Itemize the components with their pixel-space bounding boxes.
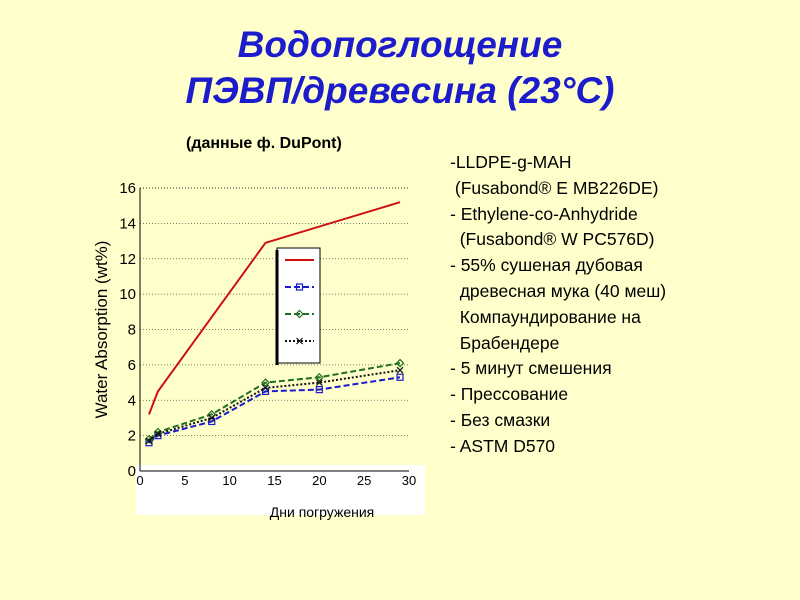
- chart-source-note: (данные ф. DuPont): [186, 135, 342, 152]
- y-tick-label: 4: [128, 392, 136, 409]
- y-tick-label: 16: [119, 180, 136, 197]
- series-line: [148, 201, 401, 415]
- x-axis-label-band: [136, 465, 425, 515]
- conditions-item: - Без смазки: [450, 409, 551, 430]
- y-axis-title: Water Absorption (wt%): [92, 241, 111, 419]
- axes: [139, 187, 409, 472]
- data-point: [315, 379, 323, 386]
- data-point: [262, 384, 269, 392]
- x-axis-title: Дни погружения: [269, 504, 375, 520]
- data-point: [315, 386, 323, 394]
- title-line-1: Водопоглощение: [237, 24, 563, 65]
- conditions-item: - Прессование: [450, 384, 569, 405]
- y-tick-labels: 0 2 4 6 8 10 12 14 16: [119, 180, 136, 480]
- y-tick-label: 2: [128, 428, 136, 445]
- data-point: [295, 283, 304, 291]
- x-tick-label: 30: [402, 473, 416, 488]
- data-point: [314, 372, 324, 382]
- y-tick-label: 6: [128, 357, 136, 374]
- conditions-item: - ASTM D570: [450, 435, 556, 456]
- series-group: [144, 201, 405, 447]
- gridlines: [140, 187, 409, 437]
- data-point: [395, 358, 405, 368]
- y-tick-label: 8: [128, 322, 136, 339]
- series-line: [148, 376, 401, 444]
- data-point: [396, 373, 404, 381]
- x-tick-labels: 0 5 10 15 20 25 30: [136, 473, 416, 488]
- conditions-item: (Fusabond® W PC576D): [450, 229, 655, 250]
- x-tick-label: 25: [357, 473, 371, 488]
- data-point: [296, 337, 303, 345]
- legend: [275, 247, 321, 365]
- data-point: [154, 430, 162, 438]
- data-point: [208, 414, 216, 422]
- data-point: [396, 366, 404, 374]
- conditions-item: Компаундирование на: [450, 306, 641, 327]
- y-tick-label: 10: [119, 286, 136, 303]
- y-tick-label: 14: [119, 215, 136, 232]
- x-tick-label: 0: [136, 473, 143, 488]
- data-point: [145, 437, 153, 445]
- conditions-item: -LLDPE-g-MAH: [450, 152, 572, 172]
- data-point: [261, 378, 270, 387]
- legend-box: [276, 247, 321, 364]
- conditions-item: - 5 минут смешения: [450, 358, 612, 379]
- conditions-item: (Fusabond® E MB226DE): [450, 177, 659, 198]
- conditions-item: - 55% сушеная дубовая: [450, 255, 643, 276]
- conditions-item: Брабендере: [450, 332, 560, 353]
- x-tick-label: 10: [222, 473, 236, 488]
- data-point: [295, 309, 304, 319]
- water-absorption-chart: Water Absorption (wt%) 0 2 4 6 8 10 12 14 16 0 5 1…: [92, 180, 425, 515]
- slide-title: Водопоглощение ПЭВП/древесина (23°C): [0, 22, 800, 114]
- x-tick-label: 20: [312, 473, 326, 488]
- y-tick-label: 12: [119, 251, 136, 268]
- conditions-list: -LLDPE-g-MAH (Fusabond® E MB226DE) - Eth…: [450, 150, 666, 460]
- conditions-item: - Ethylene-co-Anhydride: [450, 203, 638, 224]
- y-tick-label: 0: [128, 463, 136, 480]
- conditions-item: древесная мука (40 меш): [450, 280, 667, 301]
- x-tick-label: 15: [267, 473, 281, 488]
- title-line-2: ПЭВП/древесина (23°C): [185, 70, 615, 111]
- x-tick-label: 5: [181, 473, 188, 488]
